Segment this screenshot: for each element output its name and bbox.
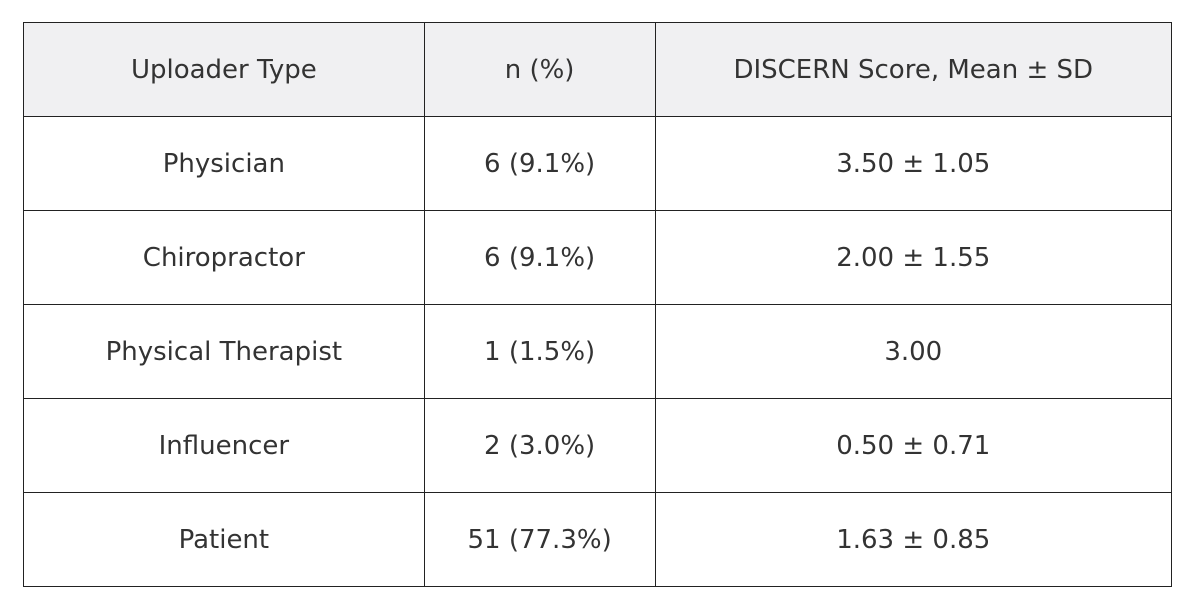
header-cell: n (%) [423, 22, 656, 117]
table-body: Physician 6 (9.1%) 3.50 ± 1.05 Chiropractor… [23, 116, 1173, 587]
table-cell: 6 (9.1%) [423, 210, 656, 305]
table-cell: 51 (77.3%) [423, 492, 656, 587]
table-cell: 2.00 ± 1.55 [654, 210, 1173, 305]
table-row: Influencer 2 (3.0%) 0.50 ± 0.71 [23, 398, 1173, 493]
table-cell: Chiropractor [23, 210, 425, 305]
data-table: Uploader Type n (%) DISCERN Score, Mean … [23, 22, 1173, 587]
header-cell: DISCERN Score, Mean ± SD [654, 22, 1173, 117]
table-header: Uploader Type n (%) DISCERN Score, Mean … [23, 22, 1173, 117]
header-cell: Uploader Type [23, 22, 425, 117]
table-cell: 3.00 [654, 304, 1173, 399]
table-cell: Physician [23, 116, 425, 211]
table-cell: Influencer [23, 398, 425, 493]
table-row: Chiropractor 6 (9.1%) 2.00 ± 1.55 [23, 210, 1173, 305]
table-row: Patient 51 (77.3%) 1.63 ± 0.85 [23, 492, 1173, 587]
header-row: Uploader Type n (%) DISCERN Score, Mean … [23, 22, 1173, 117]
table-cell: 1 (1.5%) [423, 304, 656, 399]
table-cell: 1.63 ± 0.85 [654, 492, 1173, 587]
table-cell: Patient [23, 492, 425, 587]
table-cell: Physical Therapist [23, 304, 425, 399]
table-cell: 2 (3.0%) [423, 398, 656, 493]
table-cell: 0.50 ± 0.71 [654, 398, 1173, 493]
table-cell: 3.50 ± 1.05 [654, 116, 1173, 211]
table-row: Physical Therapist 1 (1.5%) 3.00 [23, 304, 1173, 399]
table-row: Physician 6 (9.1%) 3.50 ± 1.05 [23, 116, 1173, 211]
table-cell: 6 (9.1%) [423, 116, 656, 211]
